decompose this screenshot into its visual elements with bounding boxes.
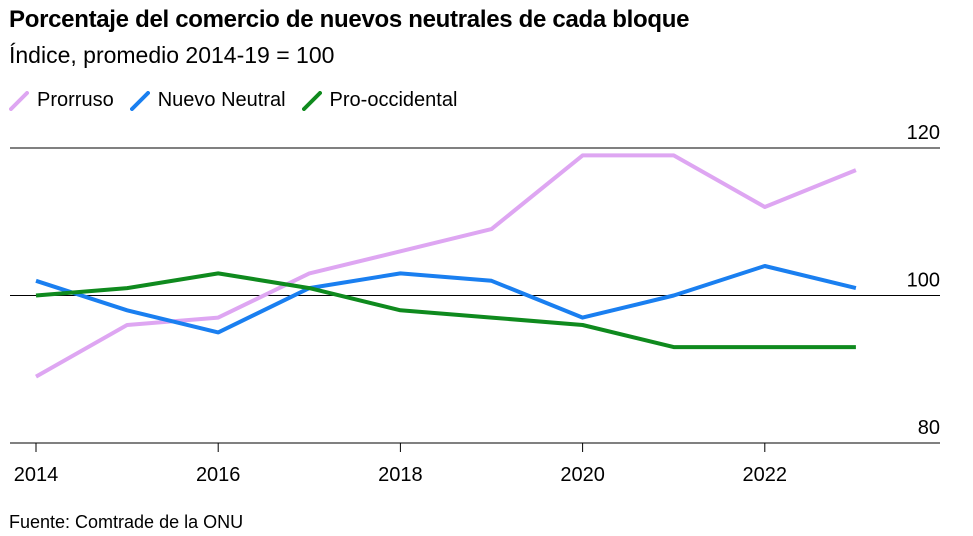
legend-swatch-pro-occidental bbox=[301, 90, 322, 111]
legend-swatch-line bbox=[301, 90, 322, 111]
legend-swatch-line bbox=[129, 90, 150, 111]
legend-swatch-nuevo-neutral bbox=[129, 90, 150, 111]
series-line-pro-occidental bbox=[35, 271, 856, 350]
source-note: Fuente: Comtrade de la ONU bbox=[9, 512, 244, 532]
legend-swatch-prorruso bbox=[9, 90, 29, 111]
legend-item-pro-occidental: Pro-occidental bbox=[301, 89, 458, 112]
x-tick-label-2022: 2022 bbox=[743, 464, 788, 486]
chart-subtitle: Índice, promedio 2014-19 = 100 bbox=[9, 42, 335, 68]
y-tick-label-100: 100 bbox=[907, 270, 940, 292]
x-tick-label-2014: 2014 bbox=[14, 464, 59, 486]
y-tick-label-120: 120 bbox=[907, 122, 940, 144]
chart-title: Porcentaje del comercio de nuevos neutra… bbox=[9, 6, 690, 33]
x-tick-label-2020: 2020 bbox=[560, 464, 605, 486]
y-tick-label-80: 80 bbox=[918, 417, 940, 439]
legend: Prorruso Nuevo Neutral Pro-occidental bbox=[9, 89, 473, 112]
legend-label-prorruso: Prorruso bbox=[37, 89, 114, 111]
series-line-nuevo-neutral bbox=[35, 264, 857, 335]
x-tick-label-2018: 2018 bbox=[378, 464, 423, 486]
legend-item-prorruso: Prorruso bbox=[9, 89, 114, 112]
legend-item-nuevo-neutral: Nuevo Neutral bbox=[129, 89, 286, 112]
legend-label-nuevo-neutral: Nuevo Neutral bbox=[157, 89, 286, 111]
x-tick-label-2016: 2016 bbox=[196, 464, 241, 486]
series-line-prorruso bbox=[35, 153, 857, 379]
legend-label-pro-occidental: Pro-occidental bbox=[329, 89, 458, 111]
legend-swatch-line bbox=[9, 90, 29, 111]
